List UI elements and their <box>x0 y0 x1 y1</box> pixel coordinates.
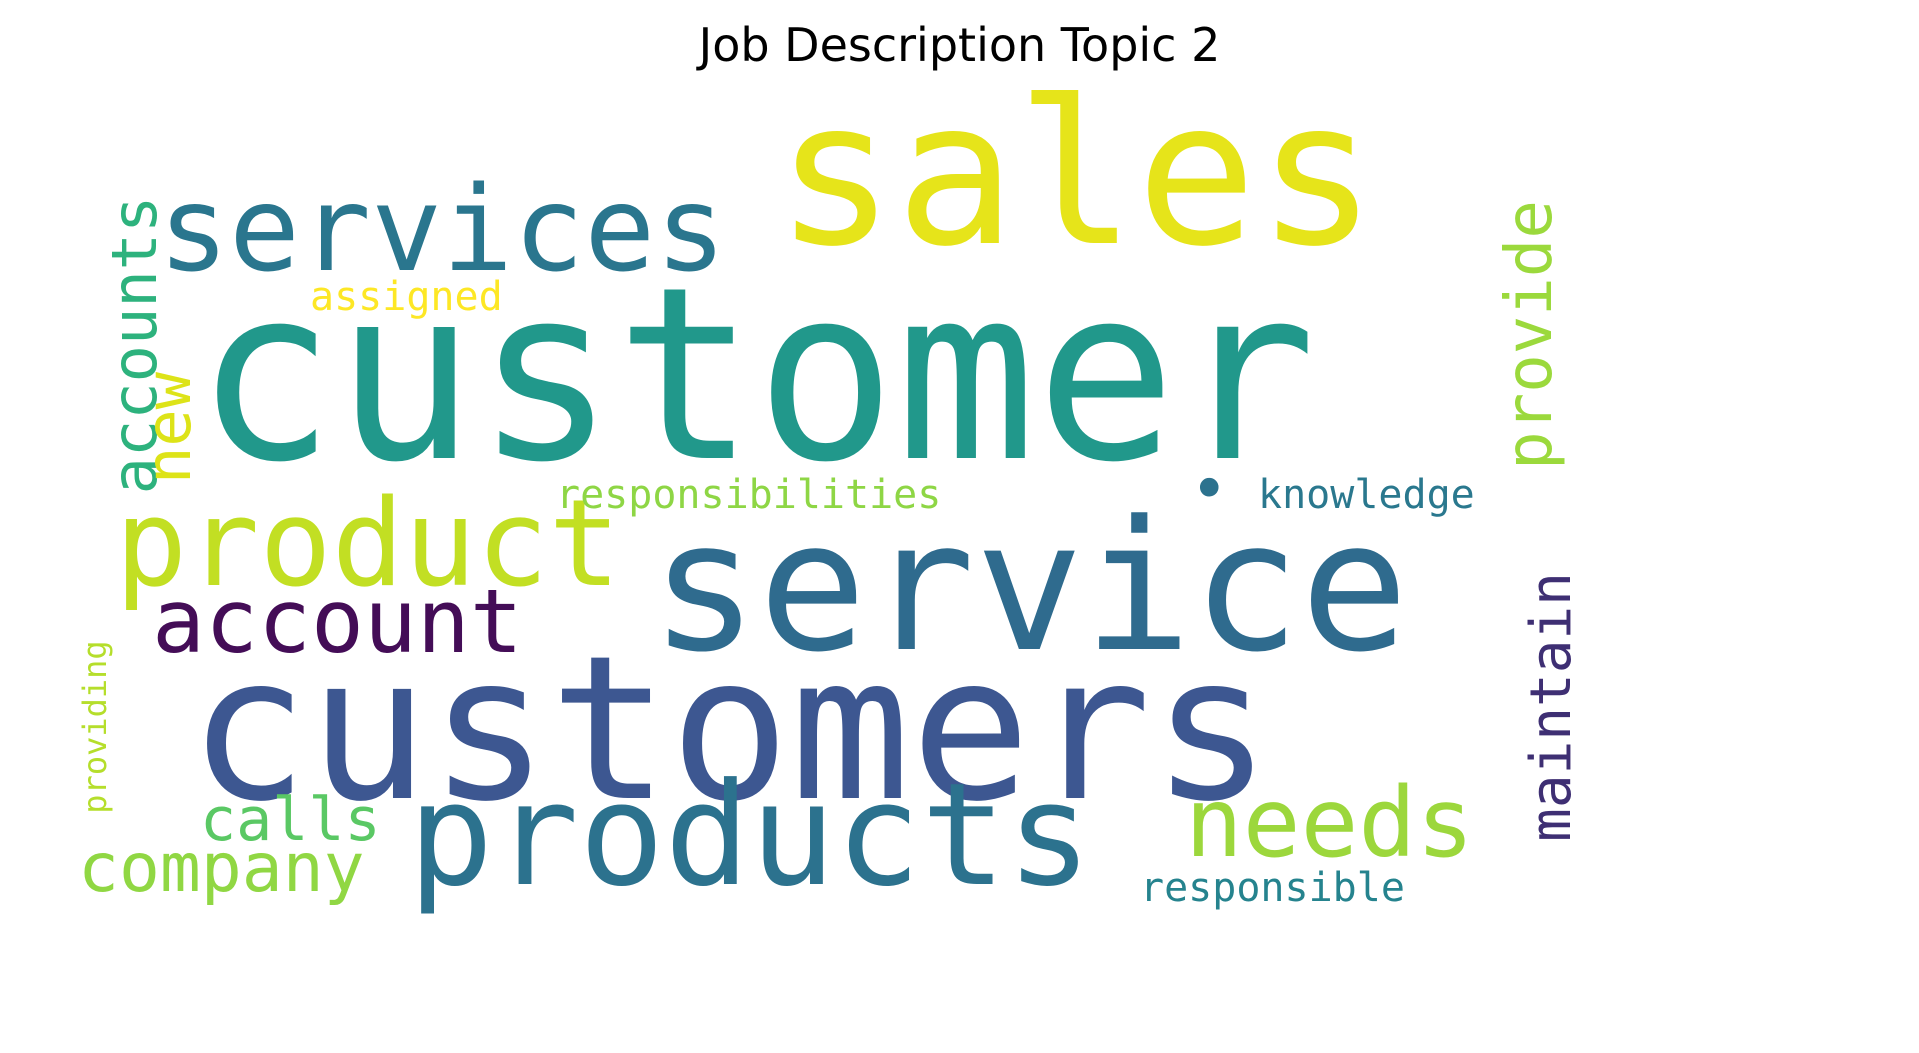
word-needs: needs <box>1185 767 1474 879</box>
word-bullet: • <box>1190 453 1229 527</box>
word-customer: customer <box>195 235 1317 515</box>
word-sales: sales <box>775 58 1378 291</box>
word-company: company <box>78 829 365 908</box>
word-maintain: maintain <box>1519 572 1584 842</box>
word-services: services <box>158 160 727 298</box>
word-product: product <box>115 475 621 614</box>
word-assigned: assigned <box>310 274 503 320</box>
word-provide: provide <box>1493 200 1567 470</box>
word-providing: providing <box>76 640 114 814</box>
word-service: service <box>650 483 1409 692</box>
word-new: new <box>132 372 205 484</box>
word-responsibilities: responsibilities <box>556 472 942 518</box>
word-account: account <box>152 570 523 673</box>
word-knowledge: knowledge <box>1258 472 1475 518</box>
word-calls: calls <box>200 785 381 855</box>
word-cloud: customer sales service customers service… <box>40 75 1880 1030</box>
page-title: Job Description Topic 2 <box>698 18 1221 72</box>
word-customers: customers <box>188 613 1272 846</box>
word-responsible: responsible <box>1140 865 1405 911</box>
word-products: products <box>408 753 1092 918</box>
